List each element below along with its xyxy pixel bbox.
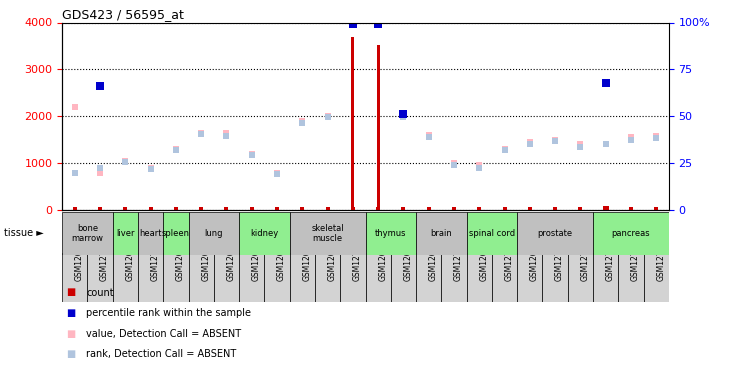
Text: GSM12689: GSM12689: [480, 240, 488, 281]
Text: GDS423 / 56595_at: GDS423 / 56595_at: [62, 8, 184, 21]
Bar: [416, 253, 442, 302]
Bar: [138, 253, 163, 302]
Bar: [643, 253, 669, 302]
Text: GSM12635: GSM12635: [75, 240, 84, 281]
Bar: [265, 253, 289, 302]
Bar: [289, 212, 366, 255]
Bar: [239, 253, 265, 302]
Text: GSM12665: GSM12665: [201, 240, 211, 281]
Text: GSM12739: GSM12739: [631, 240, 640, 281]
Text: ■: ■: [66, 329, 75, 339]
Text: GSM12714: GSM12714: [454, 240, 463, 281]
Text: value, Detection Call = ABSENT: value, Detection Call = ABSENT: [86, 329, 241, 339]
Bar: [62, 253, 88, 302]
Text: GSM12724: GSM12724: [100, 240, 109, 281]
Text: GSM12655: GSM12655: [277, 240, 286, 281]
Bar: [466, 253, 492, 302]
Text: ■: ■: [66, 308, 75, 318]
Bar: [542, 253, 568, 302]
Text: GSM12679: GSM12679: [530, 240, 539, 281]
Text: GSM12709: GSM12709: [504, 240, 514, 281]
Text: skeletal
muscle: skeletal muscle: [311, 224, 344, 243]
Text: GSM12734: GSM12734: [580, 240, 589, 281]
Text: GSM12749: GSM12749: [656, 240, 665, 281]
Text: GSM12650: GSM12650: [227, 240, 235, 281]
Text: GSM12684: GSM12684: [428, 240, 438, 281]
Bar: [518, 212, 593, 255]
Bar: [442, 253, 466, 302]
Bar: [62, 212, 113, 255]
Text: spleen: spleen: [162, 229, 190, 238]
Bar: [366, 253, 391, 302]
Bar: [88, 253, 113, 302]
Text: prostate: prostate: [537, 229, 572, 238]
Text: liver: liver: [116, 229, 135, 238]
Bar: [518, 253, 542, 302]
Bar: [113, 212, 138, 255]
Bar: [239, 212, 289, 255]
Text: ■: ■: [66, 288, 75, 297]
Bar: [593, 253, 618, 302]
Bar: [391, 253, 416, 302]
Bar: [568, 253, 593, 302]
Text: GSM12729: GSM12729: [353, 240, 362, 281]
Bar: [352, 37, 355, 210]
Bar: [376, 45, 379, 210]
Bar: [138, 212, 163, 255]
Bar: [189, 253, 213, 302]
Text: GSM12719: GSM12719: [151, 240, 159, 281]
Bar: [213, 253, 239, 302]
Text: GSM12744: GSM12744: [606, 240, 615, 281]
Bar: [189, 212, 239, 255]
Bar: [163, 253, 189, 302]
Text: GSM12675: GSM12675: [378, 240, 387, 281]
Bar: [466, 212, 518, 255]
Text: GSM12699: GSM12699: [303, 240, 311, 281]
Text: GSM12670: GSM12670: [251, 240, 261, 281]
Text: thymus: thymus: [375, 229, 406, 238]
Text: kidney: kidney: [250, 229, 279, 238]
Text: brain: brain: [431, 229, 452, 238]
Bar: [340, 253, 366, 302]
Text: percentile rank within the sample: percentile rank within the sample: [86, 308, 251, 318]
Text: GSM12704: GSM12704: [555, 240, 564, 281]
Text: GSM12640: GSM12640: [125, 240, 135, 281]
Bar: [416, 212, 466, 255]
Text: ■: ■: [66, 350, 75, 359]
Text: GSM12694: GSM12694: [404, 240, 412, 281]
Bar: [289, 253, 315, 302]
Text: rank, Detection Call = ABSENT: rank, Detection Call = ABSENT: [86, 350, 237, 359]
Bar: [618, 253, 643, 302]
Text: heart: heart: [140, 229, 162, 238]
Bar: [315, 253, 340, 302]
Bar: [593, 212, 669, 255]
Text: pancreas: pancreas: [612, 229, 651, 238]
Text: GSM12660: GSM12660: [327, 240, 336, 281]
Bar: [366, 212, 416, 255]
Text: tissue ►: tissue ►: [4, 228, 43, 238]
Bar: [492, 253, 518, 302]
Text: GSM12645: GSM12645: [176, 240, 185, 281]
Text: bone
marrow: bone marrow: [72, 224, 103, 243]
Text: lung: lung: [205, 229, 223, 238]
Text: count: count: [86, 288, 114, 297]
Bar: [113, 253, 138, 302]
Text: spinal cord: spinal cord: [469, 229, 515, 238]
Bar: [163, 212, 189, 255]
